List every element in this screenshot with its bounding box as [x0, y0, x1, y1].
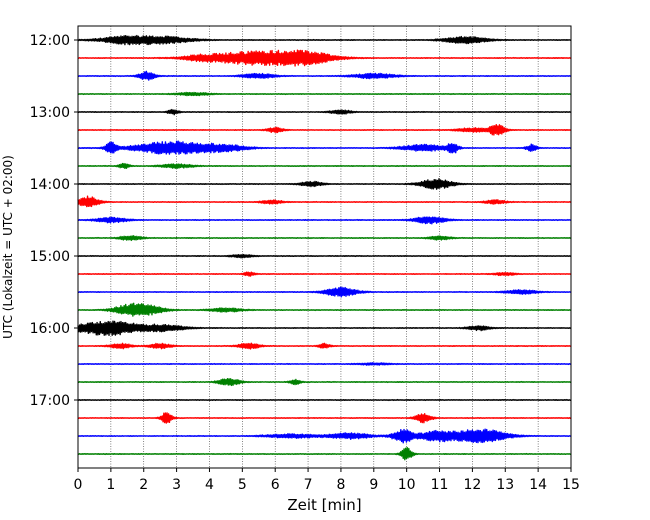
x-tick-label: 2: [139, 477, 148, 493]
trace-line: [77, 398, 572, 402]
x-tick-label: 12: [463, 477, 481, 493]
x-tick-label: 13: [496, 477, 514, 493]
x-tick-label: 10: [398, 477, 416, 493]
x-tick-label: 8: [336, 477, 345, 493]
x-tick-label: 4: [205, 477, 214, 493]
trace-line: [77, 446, 572, 461]
trace-line: [77, 216, 572, 225]
x-tick-label: 3: [172, 477, 181, 493]
y-tick-label: 16:00: [30, 321, 70, 337]
trace-line: [77, 320, 572, 337]
trace-line: [77, 235, 572, 242]
trace-line: [77, 162, 572, 170]
trace-line: [77, 362, 572, 366]
trace-line: [77, 271, 572, 277]
y-tick-label: 17:00: [30, 393, 70, 409]
x-tick-label: 1: [106, 477, 115, 493]
seismic-traces: [77, 34, 572, 461]
x-tick-label: 6: [271, 477, 280, 493]
trace-line: [77, 253, 572, 259]
vertical-gridlines: [110, 26, 539, 468]
trace-line: [77, 123, 572, 136]
y-tick-label: 12:00: [30, 33, 70, 49]
x-tick-label: 9: [369, 477, 378, 493]
y-tick-label: 13:00: [30, 105, 70, 121]
plot-area-frame: [77, 25, 572, 469]
trace-line: [77, 378, 572, 387]
x-axis-label: Zeit [min]: [287, 496, 361, 514]
trace-line: [77, 412, 572, 424]
x-tick-label: 11: [431, 477, 449, 493]
x-tick-label: 7: [304, 477, 313, 493]
x-tick-label: 14: [529, 477, 547, 493]
trace-line: [77, 108, 572, 116]
trace-line: [77, 34, 572, 46]
trace-line: [77, 302, 572, 317]
y-tick-label: 15:00: [30, 249, 70, 265]
trace-line: [77, 70, 572, 81]
trace-line: [77, 342, 572, 350]
x-tick-label: 15: [562, 477, 580, 493]
x-tick-label: 5: [238, 477, 247, 493]
trace-line: [77, 91, 572, 97]
y-axis-label: UTC (Lokalzeit = UTC + 02:00): [1, 155, 15, 339]
y-tick-label: 14:00: [30, 177, 70, 193]
trace-line: [77, 49, 572, 67]
trace-line: [77, 428, 572, 444]
trace-line: [77, 178, 572, 190]
x-axis-ticks: 0 1 2 3 4 5 6 7 8 9 10 11 12 13 14 15: [74, 468, 580, 493]
trace-line: [77, 140, 572, 155]
y-axis-ticks: 12:00 13:00 14:00 15:00 16:00 17:00: [30, 33, 78, 409]
trace-line: [77, 195, 572, 208]
x-tick-label: 0: [74, 477, 83, 493]
trace-line: [77, 286, 572, 298]
